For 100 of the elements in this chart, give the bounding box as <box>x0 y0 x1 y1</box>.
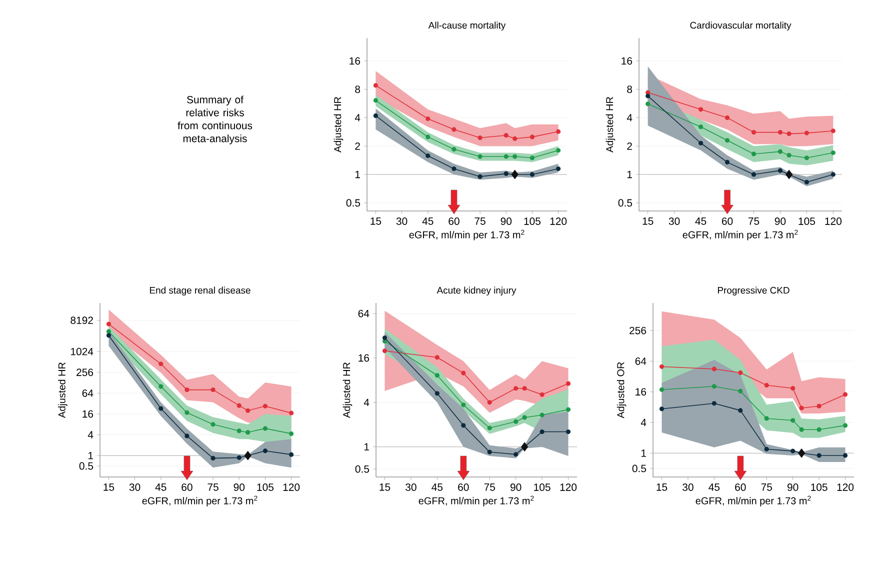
x-tick-label: 30 <box>682 484 694 491</box>
point <box>373 98 378 103</box>
x-tick-label: 120 <box>837 484 854 491</box>
point <box>799 406 804 410</box>
point <box>426 134 430 140</box>
point <box>830 128 836 134</box>
point <box>262 404 268 408</box>
point <box>698 124 704 130</box>
point <box>382 336 388 340</box>
point <box>778 168 783 173</box>
point <box>478 154 482 159</box>
y-tick-label: 4 <box>640 418 646 426</box>
point <box>262 448 268 454</box>
point <box>530 134 535 140</box>
point <box>556 148 561 153</box>
x-tick-label: 60 <box>735 484 746 491</box>
point <box>842 423 848 428</box>
point <box>106 329 112 334</box>
point <box>210 422 216 427</box>
point <box>262 426 268 431</box>
x-tick-label: 75 <box>761 484 772 491</box>
point <box>712 384 716 389</box>
y-tick-label: 0.5 <box>632 464 646 472</box>
point <box>738 388 743 394</box>
point <box>461 370 466 376</box>
point <box>540 429 544 434</box>
y-tick-label: 0.5 <box>355 465 370 473</box>
y-tick-label: 1 <box>355 170 360 178</box>
point <box>184 388 190 392</box>
y-axis-title: Adjusted HR <box>342 362 352 418</box>
y-tick-label: 1 <box>88 452 93 460</box>
point <box>712 401 716 406</box>
x-axis-title: eGFR, ml/min per 1.73 m$^{2}$ <box>696 496 811 506</box>
point <box>724 138 730 143</box>
point <box>751 130 756 135</box>
x-tick-label: 60 <box>722 218 733 225</box>
chart-title: Cardiovascular mortality <box>690 22 792 31</box>
x-tick-label: 120 <box>550 218 567 225</box>
x-tick-label: 15 <box>656 484 668 491</box>
point <box>790 386 796 391</box>
x-tick-label: 120 <box>825 218 842 225</box>
point <box>504 154 508 159</box>
y-axis-title: Adjusted HR <box>58 362 68 418</box>
point <box>778 130 783 135</box>
chart-title: Progressive CKD <box>718 286 790 296</box>
x-axis-title: eGFR, ml/min per 1.73 m$^{2}$ <box>409 230 524 240</box>
point <box>522 415 527 420</box>
point <box>751 172 756 177</box>
point <box>504 133 508 138</box>
x-tick-label: 105 <box>798 218 815 225</box>
point <box>461 423 466 428</box>
y-tick-label: 256 <box>630 326 646 334</box>
point <box>426 153 430 158</box>
point <box>738 370 743 376</box>
x-tick-label: 30 <box>129 484 140 491</box>
x-tick-label: 90 <box>500 218 512 225</box>
point <box>434 391 440 396</box>
point <box>830 150 836 156</box>
y-tick-label: 16 <box>82 410 94 418</box>
point <box>106 333 112 338</box>
point <box>830 172 836 177</box>
x-tick-label: 60 <box>182 484 192 491</box>
x-tick-label: 90 <box>234 484 245 491</box>
point <box>804 156 810 160</box>
y-tick-label: 0.5 <box>346 199 360 207</box>
x-tick-label: 15 <box>380 484 390 491</box>
point <box>786 152 792 158</box>
x-tick-label: 45 <box>422 218 434 225</box>
point <box>816 404 822 408</box>
point <box>712 366 716 372</box>
y-tick-label: 16 <box>636 388 646 396</box>
point <box>790 448 796 454</box>
x-tick-label: 90 <box>774 218 786 225</box>
x-tick-label: 30 <box>668 218 680 225</box>
point <box>778 149 783 154</box>
x-tick-label: 120 <box>283 484 300 491</box>
x-tick-label: 90 <box>788 484 798 491</box>
point <box>210 388 216 392</box>
point <box>556 129 561 134</box>
point <box>244 450 252 460</box>
point <box>426 116 430 122</box>
point <box>799 427 804 432</box>
point <box>842 453 848 458</box>
point <box>158 384 164 389</box>
chart-title: All-cause mortality <box>428 22 506 31</box>
point <box>289 410 294 416</box>
x-axis-title: eGFR, ml/min per 1.73 m$^{2}$ <box>142 496 258 506</box>
point <box>158 362 164 366</box>
point <box>382 348 388 354</box>
x-axis-title: eGFR, ml/min per 1.73 m$^{2}$ <box>418 496 534 506</box>
point <box>698 107 704 112</box>
x-tick-label: 75 <box>208 484 218 491</box>
y-tick-label: 8 <box>355 86 360 94</box>
y-tick-label: 4 <box>364 398 370 406</box>
point <box>804 130 810 136</box>
point <box>566 429 571 434</box>
point <box>434 373 440 378</box>
point <box>246 430 250 435</box>
x-tick-label: 45 <box>432 484 443 491</box>
x-tick-label: 60 <box>448 218 460 225</box>
